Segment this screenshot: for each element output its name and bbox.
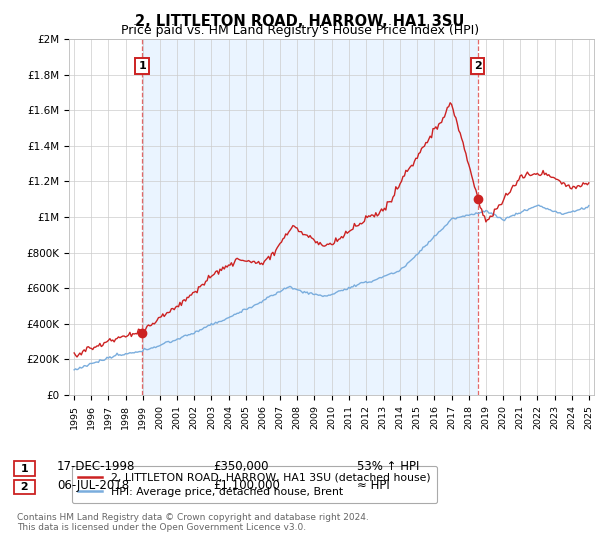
Text: 1: 1	[17, 464, 32, 474]
Text: 2: 2	[473, 61, 481, 71]
Text: 53% ↑ HPI: 53% ↑ HPI	[357, 460, 419, 473]
Text: This data is licensed under the Open Government Licence v3.0.: This data is licensed under the Open Gov…	[17, 523, 306, 533]
Bar	[142, 39, 478, 395]
Text: 2: 2	[17, 482, 32, 492]
Text: £350,000: £350,000	[213, 460, 269, 473]
Text: £1,100,000: £1,100,000	[213, 479, 280, 492]
Text: 2, LITTLETON ROAD, HARROW, HA1 3SU: 2, LITTLETON ROAD, HARROW, HA1 3SU	[136, 14, 464, 29]
Text: Price paid vs. HM Land Registry's House Price Index (HPI): Price paid vs. HM Land Registry's House …	[121, 24, 479, 37]
Text: ≈ HPI: ≈ HPI	[357, 479, 390, 492]
Text: 17-DEC-1998: 17-DEC-1998	[57, 460, 136, 473]
Text: 1: 1	[138, 61, 146, 71]
Text: Contains HM Land Registry data © Crown copyright and database right 2024.: Contains HM Land Registry data © Crown c…	[17, 513, 368, 522]
Text: 06-JUL-2018: 06-JUL-2018	[57, 479, 129, 492]
Legend: 2, LITTLETON ROAD, HARROW, HA1 3SU (detached house), HPI: Average price, detache: 2, LITTLETON ROAD, HARROW, HA1 3SU (deta…	[72, 466, 437, 503]
